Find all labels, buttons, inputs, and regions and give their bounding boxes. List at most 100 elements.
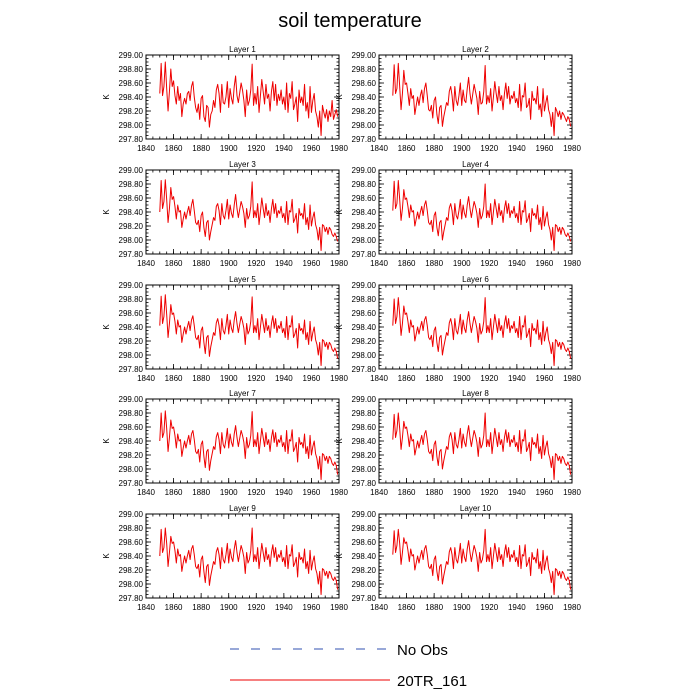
layer-10-ytick-label: 298.80	[352, 524, 377, 533]
layer-6-plot-frame	[378, 284, 573, 370]
layer-4-ytick-label: 298.20	[352, 222, 377, 231]
layer-5-ytick-label: 298.00	[119, 351, 144, 360]
layer-2-title: Layer 2	[462, 45, 489, 54]
layer-1-ytick-label: 298.20	[119, 107, 144, 116]
layer-7-xtick-label: 1960	[303, 488, 321, 497]
layer-10-xtick-label: 1880	[425, 603, 443, 612]
layer-2-xtick-label: 1940	[508, 144, 526, 153]
layer-5-ytick-label: 298.40	[119, 323, 144, 332]
layer-9-xtick-label: 1860	[165, 603, 183, 612]
layer-3-ytick-label: 298.80	[119, 180, 144, 189]
layer-10-ytick-label: 297.80	[352, 594, 377, 603]
layer-3-ytick-label: 297.80	[119, 250, 144, 259]
layer-6-ytick-label: 298.20	[352, 337, 377, 346]
layer-9-xtick-label: 1980	[330, 603, 348, 612]
layer-10-xtick-label: 1980	[563, 603, 581, 612]
layer-1-ytick-label: 298.60	[119, 79, 144, 88]
layer-2-xtick-label: 1840	[370, 144, 388, 153]
layer-6-series-20tr-161	[392, 297, 572, 366]
layer-8-ylabel: K	[335, 438, 344, 444]
layer-9-xtick-label: 1940	[275, 603, 293, 612]
layer-3-panel: Layer 3 K 297.80 298.00 298.20 298.40 298.60 29…	[102, 160, 348, 268]
layer-8-ytick-label: 298.40	[352, 437, 377, 446]
layer-3-xtick-label: 1840	[137, 259, 155, 268]
layer-5-ytick-label: 298.80	[119, 295, 144, 304]
layer-5-xtick-label: 1880	[192, 374, 210, 383]
layer-10-xtick-label: 1940	[508, 603, 526, 612]
layer-3-xtick-label: 1940	[275, 259, 293, 268]
layer-7-xtick-label: 1880	[192, 488, 210, 497]
layer-4-ylabel: K	[335, 209, 344, 215]
layer-8-title: Layer 8	[462, 389, 489, 398]
layer-4-xtick-label: 1960	[536, 259, 554, 268]
layer-1-xtick-label: 1900	[220, 144, 238, 153]
layer-10-ytick-label: 298.40	[352, 552, 377, 561]
layer-10-panel: Layer 10 K 297.80 298.00 298.20 298.40 298.60 2…	[335, 504, 581, 612]
layer-4-xtick-label: 1860	[398, 259, 416, 268]
layer-8-xtick-label: 1980	[563, 488, 581, 497]
layer-10-ytick-label: 298.00	[352, 580, 377, 589]
layer-5-series-20tr-161	[159, 294, 339, 366]
layer-4-xtick-label: 1840	[370, 259, 388, 268]
layer-10-xtick-label: 1900	[453, 603, 471, 612]
layer-9-panel: Layer 9 K 297.80 298.00 298.20 298.40 298.60 29…	[102, 504, 348, 612]
layer-10-xtick-label: 1860	[398, 603, 416, 612]
layer-9-xtick-label: 1920	[247, 603, 265, 612]
layer-9-title: Layer 9	[229, 504, 256, 513]
layer-10-series-20tr-161	[392, 528, 572, 595]
legend: No Obs 20TR_161	[230, 642, 467, 690]
layer-7-plot-frame	[145, 398, 340, 484]
layer-4-series-20tr-161	[392, 180, 572, 251]
layer-3-ytick-label: 298.00	[119, 236, 144, 245]
layer-1-ylabel: K	[102, 94, 111, 100]
layer-3-series-20tr-161	[159, 179, 339, 251]
layer-8-xtick-label: 1880	[425, 488, 443, 497]
layer-1-ytick-label: 298.40	[119, 93, 144, 102]
layer-10-ytick-label: 298.20	[352, 566, 377, 575]
layer-6-ytick-label: 298.60	[352, 309, 377, 318]
layer-6-title: Layer 6	[462, 275, 489, 284]
layer-8-xtick-label: 1920	[480, 488, 498, 497]
layer-4-ytick-label: 298.40	[352, 208, 377, 217]
layer-9-ytick-label: 298.60	[119, 538, 144, 547]
layer-2-xtick-label: 1860	[398, 144, 416, 153]
layer-8-ytick-label: 298.20	[352, 451, 377, 460]
layer-7-title: Layer 7	[229, 389, 256, 398]
layer-6-ytick-label: 298.40	[352, 323, 377, 332]
layer-6-ytick-label: 299.00	[352, 281, 377, 290]
layer-4-xtick-label: 1900	[453, 259, 471, 268]
layer-4-ytick-label: 299.00	[352, 166, 377, 175]
layer-4-panel: Layer 4 K 297.80 298.00 298.20 298.40 298.60 29…	[335, 160, 581, 268]
layer-1-series-20tr-161	[159, 61, 339, 136]
layer-7-ylabel: K	[102, 438, 111, 444]
layer-8-xtick-label: 1840	[370, 488, 388, 497]
layer-1-panel: Layer 1 K 297.80 298.00 298.20 298.40 298.60 29…	[102, 45, 348, 153]
layer-2-series-20tr-161	[392, 62, 572, 136]
layer-3-xtick-label: 1960	[303, 259, 321, 268]
layer-6-ytick-label: 297.80	[352, 365, 377, 374]
layer-2-xtick-label: 1980	[563, 144, 581, 153]
layer-5-ylabel: K	[102, 324, 111, 330]
layer-2-ylabel: K	[335, 94, 344, 100]
layer-8-ytick-label: 297.80	[352, 479, 377, 488]
layer-7-xtick-label: 1900	[220, 488, 238, 497]
layer-5-title: Layer 5	[229, 275, 256, 284]
layer-7-panel: Layer 7 K 297.80 298.00 298.20 298.40 298.60 29…	[102, 389, 348, 497]
layer-8-ytick-label: 299.00	[352, 395, 377, 404]
layer-1-xtick-label: 1960	[303, 144, 321, 153]
figure-title: soil temperature	[278, 10, 421, 32]
layer-8-plot-frame	[378, 398, 573, 484]
layer-3-title: Layer 3	[229, 160, 256, 169]
layer-9-series-20tr-161	[159, 527, 339, 595]
layer-6-xtick-label: 1900	[453, 374, 471, 383]
layer-2-xtick-label: 1900	[453, 144, 471, 153]
layer-3-plot-frame	[145, 169, 340, 255]
layer-7-xtick-label: 1940	[275, 488, 293, 497]
layer-5-xtick-label: 1900	[220, 374, 238, 383]
layer-1-xtick-label: 1940	[275, 144, 293, 153]
layer-7-ytick-label: 298.40	[119, 437, 144, 446]
layer-4-title: Layer 4	[462, 160, 489, 169]
layer-3-ylabel: K	[102, 209, 111, 215]
layer-4-ytick-label: 298.00	[352, 236, 377, 245]
